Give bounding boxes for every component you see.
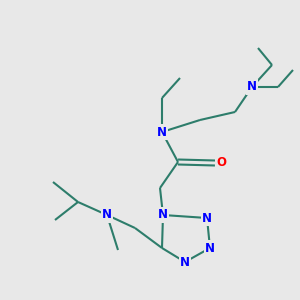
Text: N: N <box>205 242 215 254</box>
Text: N: N <box>202 212 212 224</box>
Text: N: N <box>158 208 168 221</box>
Text: N: N <box>157 125 167 139</box>
Text: N: N <box>180 256 190 268</box>
Text: O: O <box>216 157 226 169</box>
Text: N: N <box>102 208 112 221</box>
Text: N: N <box>247 80 257 94</box>
